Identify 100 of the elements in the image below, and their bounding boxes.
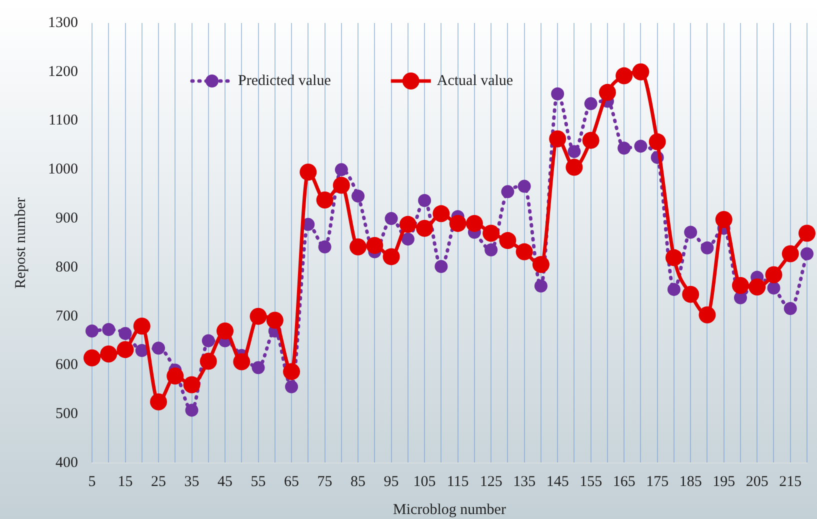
point	[233, 353, 250, 370]
point	[285, 380, 298, 394]
point	[700, 241, 714, 254]
x-tick-label: 205	[746, 474, 768, 490]
x-tick-label: 195	[712, 474, 736, 490]
x-tick-label: 95	[384, 474, 399, 490]
point	[118, 326, 132, 340]
point	[648, 133, 666, 150]
point	[598, 84, 616, 101]
point	[384, 212, 398, 226]
point	[401, 232, 414, 246]
x-tick-label: 75	[317, 474, 332, 490]
legend-label: Actual value	[436, 72, 514, 89]
point	[684, 226, 698, 239]
y-tick-label: 500	[56, 406, 78, 422]
point	[551, 87, 564, 100]
point	[102, 323, 116, 336]
point	[449, 214, 466, 232]
y-tick-label: 700	[56, 308, 78, 324]
point	[432, 205, 450, 222]
point	[116, 341, 134, 358]
point	[482, 224, 500, 242]
x-tick-label: 25	[151, 474, 166, 490]
point	[634, 140, 648, 153]
y-tick-label: 1000	[48, 162, 78, 178]
point	[399, 216, 416, 233]
y-tick-label: 1300	[48, 14, 78, 31]
point	[616, 67, 633, 84]
x-tick-label: 65	[284, 474, 300, 490]
point	[715, 211, 732, 228]
point	[549, 130, 566, 148]
point	[767, 281, 780, 294]
point	[332, 176, 350, 194]
point	[200, 352, 217, 370]
point	[466, 214, 483, 232]
y-tick-label: 1100	[48, 112, 78, 129]
point	[748, 278, 766, 296]
point	[665, 249, 682, 266]
point	[150, 393, 168, 410]
point	[84, 349, 100, 366]
y-tick-label: 1200	[48, 64, 78, 80]
point	[216, 322, 234, 340]
y-tick-label: 600	[56, 357, 78, 374]
point	[316, 191, 334, 208]
point	[501, 185, 514, 198]
point	[568, 145, 581, 158]
x-tick-label: 55	[250, 474, 266, 490]
x-axis-title: Microblog number	[393, 502, 506, 518]
point	[682, 286, 700, 303]
point	[266, 312, 284, 329]
x-tick-label: 85	[350, 474, 366, 490]
y-axis-title: Repost number	[12, 197, 29, 289]
x-tick-label: 185	[679, 474, 702, 490]
point	[283, 363, 300, 380]
point	[183, 376, 200, 394]
x-tick-label: 215	[779, 474, 802, 490]
x-tick-label: 105	[413, 474, 436, 490]
point	[300, 164, 317, 181]
point	[800, 247, 814, 260]
point	[434, 260, 448, 273]
point	[618, 142, 631, 155]
point	[534, 280, 548, 293]
point	[518, 180, 531, 193]
point	[350, 238, 367, 256]
x-tick-label: 155	[580, 474, 602, 490]
point	[250, 308, 267, 325]
point	[318, 240, 332, 254]
point	[484, 243, 498, 256]
point	[418, 194, 432, 207]
point	[582, 132, 600, 149]
point	[185, 404, 198, 417]
x-tick-label: 175	[646, 474, 669, 490]
point	[416, 220, 434, 237]
point	[100, 345, 118, 362]
point	[202, 334, 215, 348]
point	[732, 277, 749, 294]
x-tick-label: 125	[480, 474, 502, 490]
legend-label: Predicted value	[238, 72, 332, 89]
x-tick-label: 145	[546, 474, 569, 490]
point	[366, 236, 384, 254]
point	[86, 324, 98, 338]
x-tick-label: 135	[513, 474, 536, 490]
x-tick-label: 35	[184, 474, 200, 490]
point	[516, 243, 533, 260]
point	[252, 361, 265, 374]
point	[667, 282, 680, 296]
point	[532, 256, 550, 274]
y-tick-label: 400	[56, 454, 78, 471]
point	[632, 63, 650, 80]
point	[765, 266, 782, 284]
x-tick-label: 45	[218, 474, 233, 490]
x-tick-label: 5	[88, 474, 96, 490]
point	[698, 306, 716, 324]
point	[499, 232, 516, 250]
point	[152, 342, 166, 355]
point	[782, 245, 799, 262]
point	[133, 318, 150, 335]
point	[382, 248, 400, 266]
point	[166, 367, 184, 384]
x-tick-label: 115	[446, 474, 469, 490]
